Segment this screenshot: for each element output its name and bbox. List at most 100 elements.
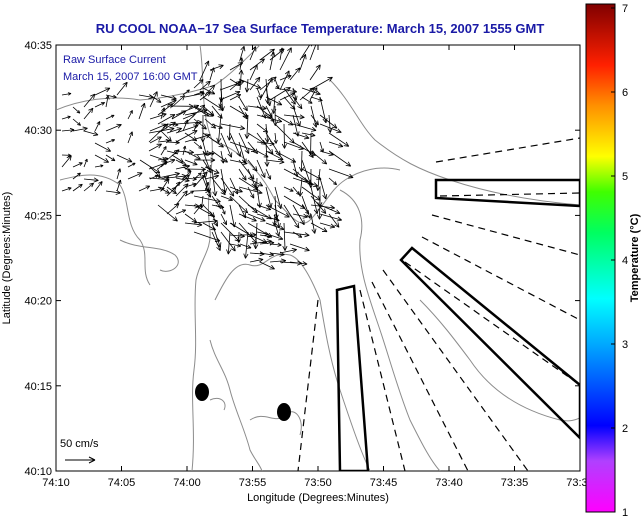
isobath-5 bbox=[209, 339, 263, 471]
current-vector bbox=[211, 231, 221, 251]
current-vector bbox=[171, 95, 186, 108]
current-vector bbox=[310, 150, 328, 165]
current-vector bbox=[218, 96, 223, 108]
current-vector bbox=[229, 94, 242, 101]
current-vector bbox=[283, 231, 310, 238]
current-vector bbox=[160, 99, 177, 108]
current-vector bbox=[274, 186, 283, 210]
current-vector bbox=[184, 150, 201, 160]
current-vector bbox=[236, 231, 241, 243]
current-vector bbox=[148, 143, 162, 152]
current-vector bbox=[184, 159, 198, 166]
current-vector bbox=[175, 130, 198, 143]
y-tick-label: 40:35 bbox=[24, 40, 52, 52]
y-tick-label: 40:10 bbox=[24, 466, 52, 478]
current-vector bbox=[193, 157, 216, 163]
current-vector bbox=[309, 87, 318, 101]
current-vector bbox=[238, 141, 247, 164]
current-vector bbox=[220, 204, 226, 215]
current-vector bbox=[211, 213, 219, 227]
current-vector bbox=[127, 110, 133, 120]
strip-east bbox=[434, 178, 580, 208]
current-vector bbox=[94, 142, 111, 152]
current-vector bbox=[160, 146, 167, 156]
current-vector bbox=[256, 231, 269, 236]
colorbar-tick-label: 7 bbox=[622, 3, 628, 15]
current-vector bbox=[283, 87, 296, 105]
current-vector bbox=[149, 136, 162, 144]
current-vector bbox=[292, 231, 303, 238]
current-vector bbox=[138, 102, 146, 120]
current-vector bbox=[308, 132, 314, 156]
current-vector bbox=[220, 150, 225, 164]
legend-line-1: Raw Surface Current bbox=[63, 54, 166, 66]
current-vector bbox=[317, 195, 323, 220]
current-vector bbox=[211, 168, 218, 197]
current-vector bbox=[94, 87, 111, 96]
x-tick-label: 73:35 bbox=[501, 477, 529, 489]
current-vector bbox=[319, 177, 328, 200]
current-vector bbox=[265, 159, 285, 165]
current-vector bbox=[319, 123, 342, 134]
sector-dashed-lines bbox=[297, 137, 580, 471]
colorbar-tick-label: 1 bbox=[622, 507, 628, 518]
current-vector bbox=[283, 114, 305, 120]
current-vector bbox=[282, 222, 288, 251]
current-vector bbox=[61, 127, 75, 133]
current-vector bbox=[283, 204, 300, 229]
bay-shore-north bbox=[56, 45, 261, 111]
current-vector bbox=[149, 112, 167, 120]
current-vector bbox=[184, 190, 195, 197]
current-vector bbox=[319, 114, 338, 129]
current-vector bbox=[310, 222, 328, 233]
current-vector bbox=[204, 174, 219, 180]
current-vector bbox=[220, 195, 233, 202]
y-axis-label: Latitude (Degrees:Minutes) bbox=[1, 192, 13, 325]
current-vector bbox=[105, 114, 115, 120]
strip-diagonal bbox=[399, 246, 580, 440]
current-vector bbox=[264, 141, 270, 167]
current-vector bbox=[238, 213, 257, 222]
current-vector bbox=[247, 186, 255, 199]
current-vector bbox=[319, 204, 341, 215]
x-tick-label: 74:10 bbox=[42, 477, 70, 489]
current-vector bbox=[166, 127, 182, 134]
current-vector bbox=[265, 105, 273, 118]
current-vector bbox=[279, 247, 297, 254]
current-vector bbox=[301, 195, 312, 219]
current-vector bbox=[175, 209, 187, 215]
current-vector bbox=[256, 132, 274, 155]
colorbar-tick-label: 3 bbox=[622, 339, 628, 351]
current-vector bbox=[292, 159, 299, 177]
current-vector bbox=[256, 114, 283, 123]
current-vector bbox=[61, 153, 71, 157]
current-vector bbox=[116, 81, 128, 96]
current-vector bbox=[309, 64, 321, 81]
current-vector bbox=[279, 47, 292, 71]
current-vector bbox=[149, 94, 162, 103]
current-vector bbox=[310, 186, 319, 214]
current-vector bbox=[292, 177, 319, 188]
current-vector bbox=[289, 261, 308, 267]
current-vector bbox=[269, 86, 291, 101]
current-vector bbox=[175, 124, 199, 134]
current-vector bbox=[202, 177, 212, 198]
current-vector bbox=[327, 114, 333, 133]
current-vector bbox=[220, 177, 235, 197]
current-vector bbox=[301, 141, 314, 158]
current-vector bbox=[202, 132, 224, 148]
current-vector bbox=[193, 79, 204, 89]
current-vector bbox=[105, 139, 115, 144]
current-vector bbox=[265, 222, 285, 231]
current-vector bbox=[269, 51, 276, 71]
current-vector bbox=[279, 47, 284, 61]
current-vector bbox=[94, 154, 109, 163]
isobath-1 bbox=[214, 253, 371, 471]
current-vector bbox=[273, 132, 278, 144]
current-vector bbox=[243, 231, 249, 259]
current-vector bbox=[148, 176, 169, 182]
current-vector bbox=[274, 114, 294, 126]
current-vector bbox=[289, 243, 310, 252]
current-vector bbox=[301, 204, 310, 215]
current-vector bbox=[292, 87, 298, 101]
